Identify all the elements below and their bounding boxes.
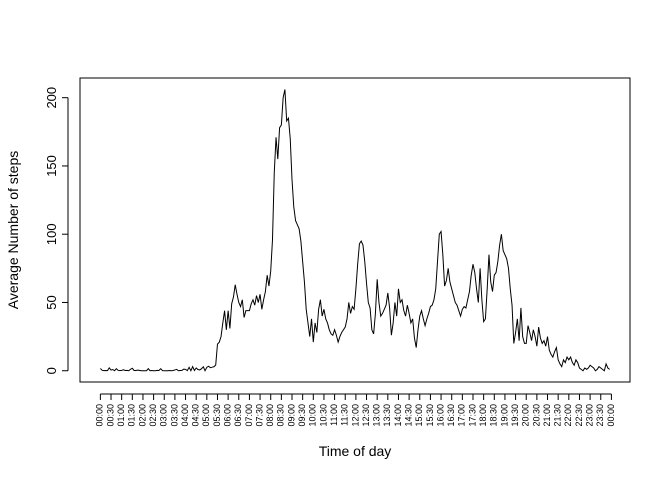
x-tick-label: 00:00 xyxy=(606,404,616,427)
x-tick-label: 16:00 xyxy=(435,404,445,427)
x-tick-label: 01:00 xyxy=(116,404,126,427)
x-tick-label: 23:00 xyxy=(584,404,594,427)
x-tick-label: 17:30 xyxy=(467,404,477,427)
x-tick-label: 12:00 xyxy=(350,404,360,427)
x-tick-label: 07:00 xyxy=(244,404,254,427)
x-tick-label: 02:30 xyxy=(148,404,158,427)
x-tick-label: 15:30 xyxy=(425,404,435,427)
x-tick-label: 06:00 xyxy=(223,404,233,427)
x-tick-label: 14:30 xyxy=(403,404,413,427)
x-tick-label: 22:30 xyxy=(574,404,584,427)
y-tick-label: 100 xyxy=(44,223,59,245)
x-tick-label: 21:00 xyxy=(542,404,552,427)
x-tick-label: 20:00 xyxy=(521,404,531,427)
x-tick-label: 10:30 xyxy=(318,404,328,427)
plot-box xyxy=(79,77,631,383)
x-tick-label: 23:30 xyxy=(595,404,605,427)
x-tick-label: 09:00 xyxy=(286,404,296,427)
x-tick-label: 02:00 xyxy=(137,404,147,427)
x-tick-label: 15:00 xyxy=(414,404,424,427)
x-tick-label: 13:00 xyxy=(372,404,382,427)
x-tick-label: 12:30 xyxy=(361,404,371,427)
x-tick-label: 19:30 xyxy=(510,404,520,427)
x-tick-label: 08:00 xyxy=(265,404,275,427)
y-tick-label: 50 xyxy=(44,295,59,309)
x-tick-label: 09:30 xyxy=(297,404,307,427)
x-tick-label: 06:30 xyxy=(233,404,243,427)
x-tick-label: 05:30 xyxy=(212,404,222,427)
x-tick-label: 21:30 xyxy=(553,404,563,427)
x-tick-label: 04:00 xyxy=(180,404,190,427)
y-tick-label: 200 xyxy=(44,87,59,109)
x-tick-label: 13:30 xyxy=(382,404,392,427)
x-tick-label: 17:00 xyxy=(457,404,467,427)
x-tick-label: 07:30 xyxy=(254,404,264,427)
x-tick-label: 00:00 xyxy=(95,404,105,427)
x-tick-label: 11:00 xyxy=(329,404,339,426)
y-axis-label: Average Number of steps xyxy=(5,151,21,310)
x-tick-label: 19:00 xyxy=(499,404,509,427)
x-tick-label: 03:00 xyxy=(159,404,169,427)
x-tick-label: 04:30 xyxy=(191,404,201,427)
x-axis-label: Time of day xyxy=(319,443,392,459)
x-tick-label: 14:00 xyxy=(393,404,403,427)
x-tick-label: 00:30 xyxy=(105,404,115,427)
x-tick-label: 20:30 xyxy=(531,404,541,427)
data-line xyxy=(100,89,610,372)
y-tick-label: 0 xyxy=(44,367,59,374)
x-tick-label: 08:30 xyxy=(276,404,286,427)
x-tick-label: 05:00 xyxy=(201,404,211,427)
x-tick-label: 18:00 xyxy=(478,404,488,427)
x-tick-label: 22:00 xyxy=(563,404,573,427)
x-tick-label: 03:30 xyxy=(169,404,179,427)
y-tick-label: 150 xyxy=(44,155,59,177)
x-tick-label: 01:30 xyxy=(127,404,137,427)
x-tick-label: 18:30 xyxy=(489,404,499,427)
x-tick-label: 11:30 xyxy=(340,404,350,426)
x-tick-label: 16:30 xyxy=(446,404,456,427)
x-tick-label: 10:00 xyxy=(308,404,318,427)
